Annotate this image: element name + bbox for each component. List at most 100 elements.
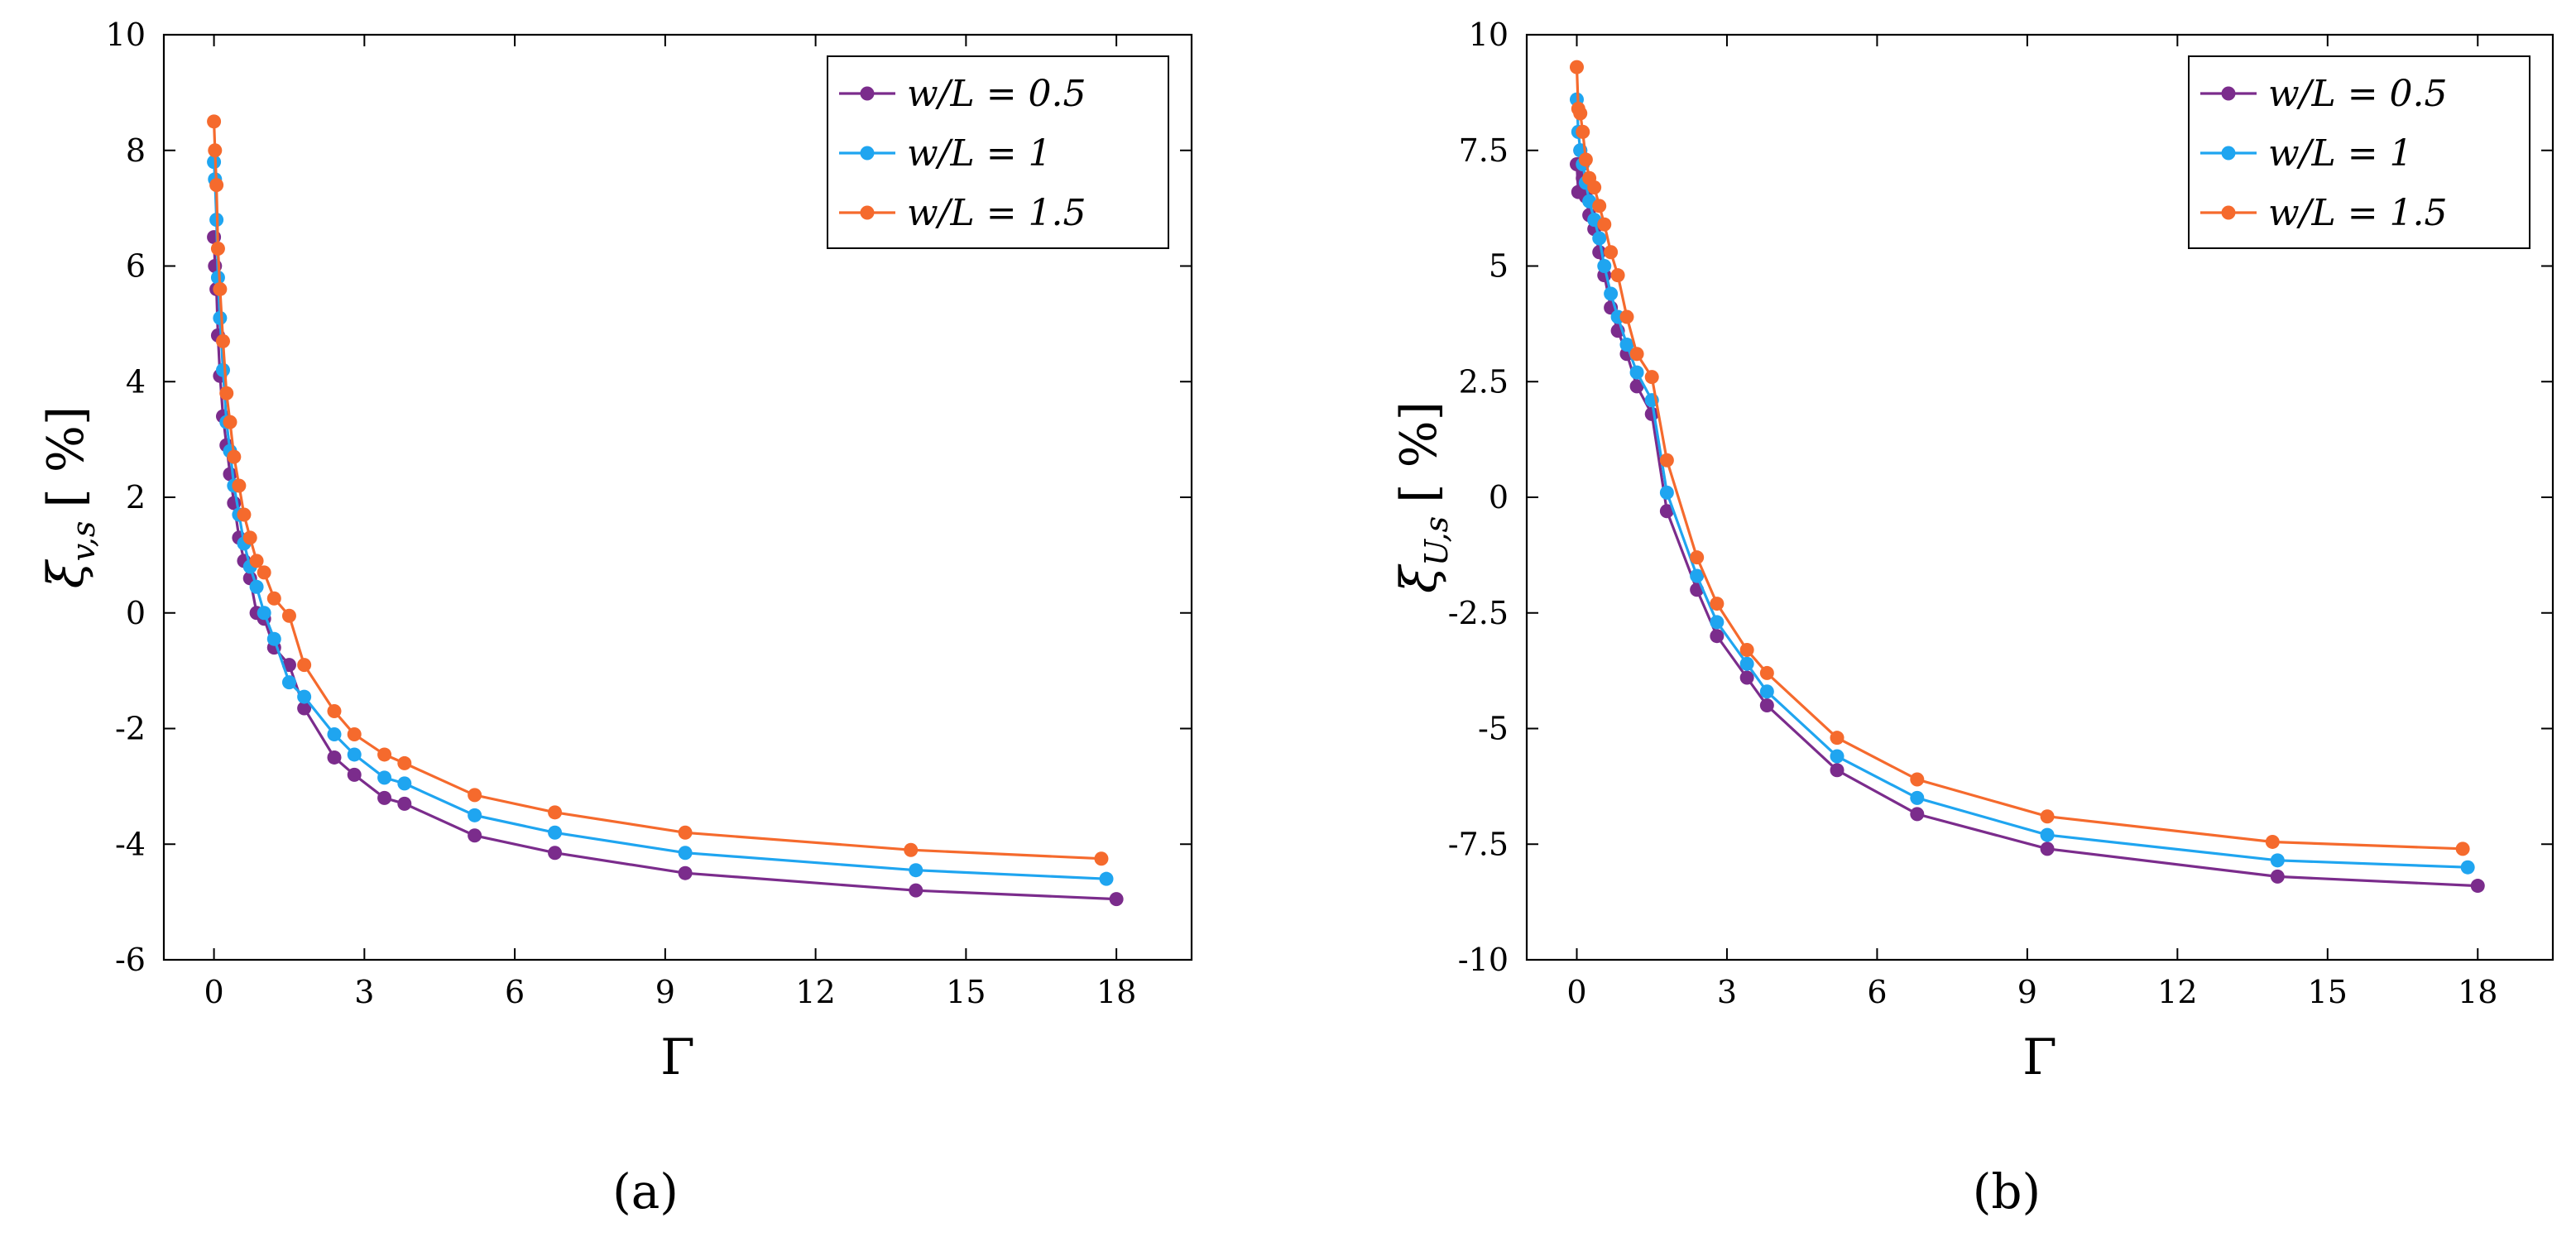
y-axis-label: ξv,s [ %] (37, 406, 102, 589)
y-tick-label: 7.5 (1459, 132, 1509, 169)
data-point (678, 825, 693, 840)
panel-label: (a) (612, 1163, 679, 1220)
data-point (297, 689, 312, 704)
data-point (281, 608, 296, 623)
x-axis-label: Γ (660, 1028, 695, 1086)
data-point (397, 796, 412, 811)
data-point (678, 865, 693, 880)
data-point (1573, 106, 1588, 121)
legend-marker (860, 86, 875, 101)
data-point (909, 863, 923, 878)
data-point (1659, 504, 1674, 519)
data-point (219, 386, 234, 400)
data-point (232, 478, 247, 493)
data-point (1094, 851, 1109, 866)
series-line (213, 161, 1107, 880)
data-point (1629, 347, 1644, 362)
x-tick-label: 15 (946, 974, 986, 1010)
data-point (1690, 568, 1705, 583)
data-point (1619, 309, 1634, 324)
data-point (1830, 731, 1844, 746)
legend-marker (2221, 205, 2236, 220)
data-point (210, 270, 225, 285)
legend-entry: w/L = 1 (907, 132, 1052, 175)
data-point (215, 333, 230, 348)
y-tick-label: 5 (1489, 248, 1509, 285)
data-point (209, 178, 224, 193)
data-point (678, 846, 693, 861)
data-point (1910, 807, 1925, 822)
data-point (242, 530, 257, 545)
data-point (347, 726, 362, 741)
data-point (1569, 60, 1584, 74)
panel-a: 0 3 6 9 12 15 18 -6 -4 -2 0 2 4 6 8 10 Γξv,s [ %] w/L = 0.… (37, 17, 1193, 1220)
x-tick-label: 18 (2458, 974, 2497, 1010)
data-point (1739, 642, 1754, 657)
data-point (1759, 665, 1774, 680)
y-axis-label-subscript: U,s (1418, 516, 1455, 566)
y-tick-label: 2.5 (1459, 363, 1509, 400)
x-tick-label: 9 (2017, 974, 2037, 1010)
data-point (1610, 268, 1625, 283)
data-point (1759, 698, 1774, 713)
data-point (1644, 370, 1659, 385)
data-point (2040, 827, 2055, 842)
data-point (2040, 809, 2055, 824)
data-point (347, 767, 362, 782)
y-tick-label: 0 (126, 595, 146, 631)
data-point (397, 755, 412, 770)
y-axis-label-symbol: ξ (1390, 563, 1448, 593)
data-point (1739, 670, 1754, 685)
data-point (208, 143, 223, 158)
data-point (1592, 231, 1607, 246)
data-point (327, 704, 342, 719)
data-point (2040, 841, 2055, 856)
data-point (207, 114, 222, 129)
data-point (377, 790, 392, 805)
y-tick-label: -7.5 (1448, 826, 1509, 862)
data-point (1690, 550, 1705, 565)
y-tick-label: 6 (126, 248, 146, 285)
data-point (1099, 871, 1114, 886)
x-tick-label: 15 (2308, 974, 2348, 1010)
x-tick-label: 12 (2157, 974, 2197, 1010)
data-point (1592, 199, 1607, 213)
legend-marker (2221, 86, 2236, 101)
legend-marker (860, 205, 875, 220)
data-point (207, 155, 222, 170)
x-tick-label: 0 (1566, 974, 1586, 1010)
data-point (1739, 656, 1754, 671)
data-point (909, 883, 923, 898)
series-3 (1569, 60, 2470, 856)
data-point (297, 658, 312, 673)
y-tick-label: 10 (106, 17, 146, 53)
legend-entry: w/L = 1.5 (907, 192, 1087, 234)
data-point (548, 825, 563, 840)
y-tick-label: -6 (115, 942, 146, 978)
data-point (468, 808, 482, 822)
data-point (257, 606, 271, 621)
data-point (213, 310, 228, 325)
data-point (210, 242, 225, 257)
data-point (257, 565, 271, 580)
data-point (327, 726, 342, 741)
y-tick-label: 4 (126, 363, 146, 400)
data-point (1576, 124, 1590, 139)
x-tick-label: 18 (1096, 974, 1136, 1010)
y-tick-label: -2.5 (1448, 595, 1509, 631)
y-axis-label-subscript: v,s (65, 521, 102, 562)
data-point (1659, 485, 1674, 500)
legend-marker (860, 146, 875, 161)
x-axis-label: Γ (2022, 1028, 2057, 1086)
legend-marker (2221, 146, 2236, 161)
data-point (377, 770, 392, 785)
data-point (1578, 152, 1593, 167)
y-tick-label: 0 (1489, 479, 1509, 515)
y-tick-label: -2 (115, 711, 146, 747)
data-point (281, 675, 296, 690)
data-point (468, 828, 482, 843)
data-point (548, 805, 563, 820)
y-tick-label: 8 (126, 132, 146, 169)
data-point (327, 750, 342, 765)
